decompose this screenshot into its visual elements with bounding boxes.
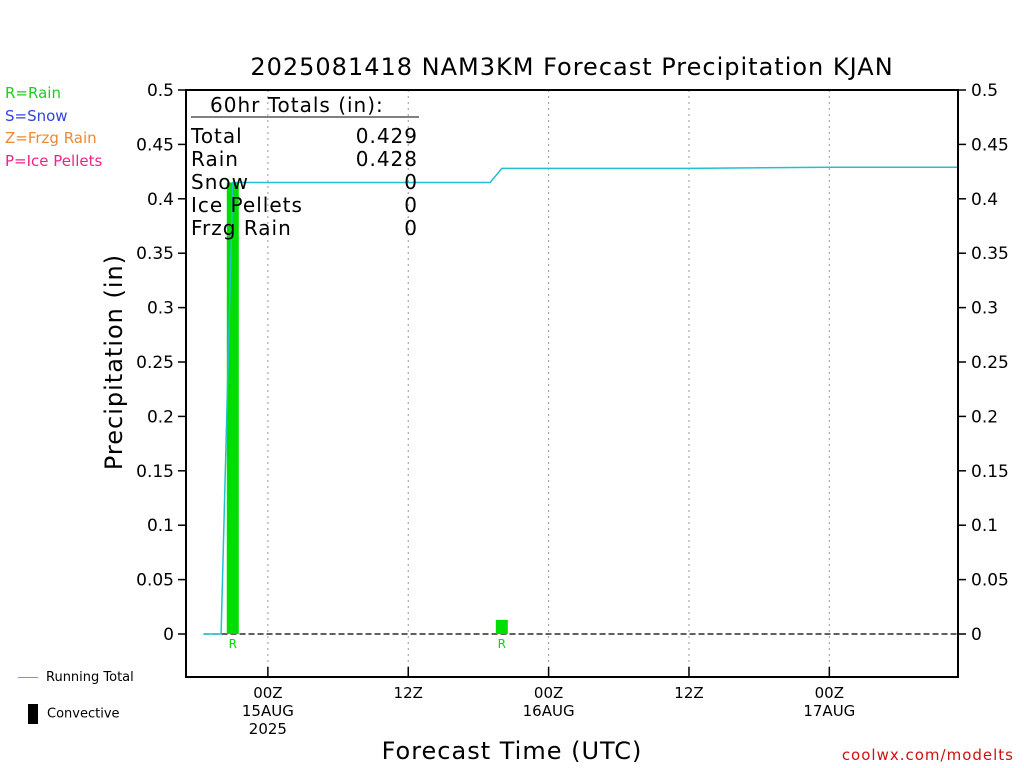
- legend-snow: S=Snow: [5, 106, 68, 125]
- totals-value-2: 0: [404, 170, 418, 194]
- x-tick-label-2-1: 16AUG: [523, 702, 575, 720]
- y-tick-label-left-8: 0.4: [147, 190, 174, 210]
- x-tick-label-0-0: 00Z: [253, 684, 282, 702]
- y-tick-label-right-10: 0.5: [971, 81, 998, 101]
- running-total-line-icon: [18, 677, 38, 678]
- y-tick-label-left-7: 0.35: [136, 244, 174, 264]
- totals-label-0: Total: [190, 124, 243, 148]
- precip-bar-label-1: R: [498, 637, 506, 651]
- y-tick-label-left-9: 0.45: [136, 135, 174, 155]
- precip-bar-label-0: R: [229, 637, 237, 651]
- x-tick-label-2-0: 00Z: [534, 684, 563, 702]
- convective-bar-icon: [28, 704, 38, 724]
- credit-text: coolwx.com/modelts: [841, 746, 1014, 764]
- totals-label-2: Snow: [191, 170, 249, 194]
- totals-label-1: Rain: [191, 147, 239, 171]
- totals-value-4: 0: [404, 216, 418, 240]
- y-tick-label-right-1: 0.05: [971, 571, 1009, 591]
- y-tick-label-right-3: 0.15: [971, 462, 1009, 482]
- legend-running-total: Running Total: [18, 670, 134, 685]
- y-tick-label-right-4: 0.2: [971, 407, 998, 427]
- y-tick-label-left-5: 0.25: [136, 353, 174, 373]
- legend-ice-pellets: P=Ice Pellets: [5, 151, 103, 170]
- y-tick-label-right-9: 0.45: [971, 135, 1009, 155]
- running-total-label: Running Total: [46, 670, 134, 685]
- y-tick-label-left-6: 0.3: [147, 299, 174, 319]
- convective-label: Convective: [47, 706, 120, 722]
- y-tick-label-right-2: 0.1: [971, 516, 998, 536]
- totals-value-0: 0.429: [356, 124, 418, 148]
- x-tick-label-0-1: 15AUG: [242, 702, 294, 720]
- totals-header: 60hr Totals (in):: [210, 93, 384, 117]
- x-axis-label: Forecast Time (UTC): [382, 737, 643, 765]
- totals-label-4: Frzg Rain: [191, 216, 292, 240]
- chart-title: 2025081418 NAM3KM Forecast Precipitation…: [250, 53, 893, 81]
- plot-frame: [185, 89, 959, 678]
- precip-type-legend: R=Rain S=Snow Z=Frzg Rain P=Ice Pellets: [5, 82, 102, 172]
- x-tick-label-4-0: 00Z: [815, 684, 844, 702]
- totals-box: 60hr Totals (in): Total 0.429 Rain 0.428 Snow…: [190, 93, 419, 240]
- y-tick-label-left-1: 0.05: [136, 571, 174, 591]
- running-total-line: [203, 166, 958, 635]
- x-tick-label-0-2: 2025: [249, 720, 287, 738]
- y-tick-label-right-0: 0: [971, 625, 982, 645]
- x-tick-label-3-0: 12Z: [674, 684, 703, 702]
- legend-convective: Convective: [18, 704, 120, 724]
- precip-bar-1: [495, 619, 508, 634]
- y-tick-label-left-4: 0.2: [147, 407, 174, 427]
- y-tick-label-right-6: 0.3: [971, 299, 998, 319]
- y-tick-label-right-5: 0.25: [971, 353, 1009, 373]
- x-tick-label-4-1: 17AUG: [803, 702, 855, 720]
- legend-frzg-rain: Z=Frzg Rain: [5, 129, 97, 147]
- running-total-layer: [203, 166, 958, 635]
- totals-value-1: 0.428: [356, 147, 418, 171]
- y-tick-label-right-7: 0.35: [971, 244, 1009, 264]
- totals-label-3: Ice Pellets: [191, 193, 303, 217]
- x-tick-label-1-0: 12Z: [394, 684, 423, 702]
- y-tick-label-right-8: 0.4: [971, 190, 998, 210]
- y-tick-label-left-2: 0.1: [147, 516, 174, 536]
- axis-layer: 0 00.05 0.050.1 0.10.15 0.150.2 0.20.25 0.250.…: [136, 81, 1009, 738]
- y-tick-label-left-0: 0: [163, 625, 174, 645]
- grid-lines: [203, 90, 958, 677]
- y-tick-label-left-10: 0.5: [147, 81, 174, 101]
- legend-rain: R=Rain: [5, 84, 61, 102]
- totals-value-3: 0: [404, 193, 418, 217]
- y-tick-label-left-3: 0.15: [136, 462, 174, 482]
- y-axis-label: Precipitation (in): [100, 254, 128, 470]
- precip-bar-0: [226, 182, 239, 635]
